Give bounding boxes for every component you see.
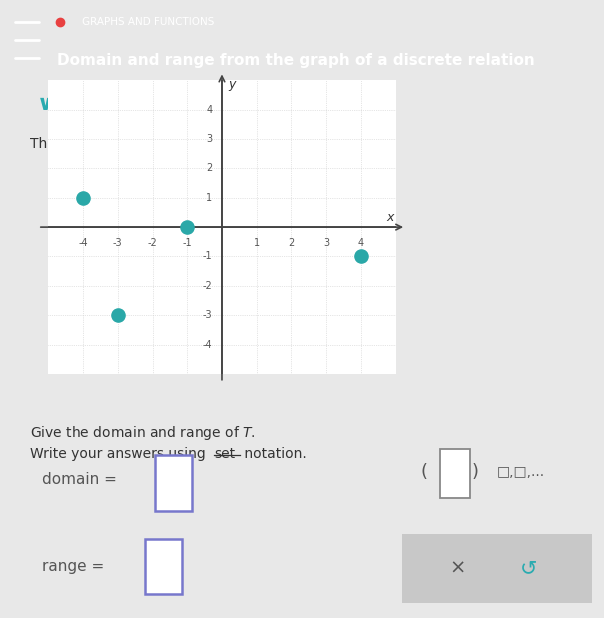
Text: is shown below.: is shown below.: [261, 137, 374, 151]
Text: GRAPHS AND FUNCTIONS: GRAPHS AND FUNCTIONS: [82, 17, 214, 27]
Text: -2: -2: [147, 239, 158, 248]
Text: x: x: [387, 211, 394, 224]
Text: relation: relation: [171, 137, 224, 151]
Text: y: y: [228, 78, 236, 91]
FancyBboxPatch shape: [402, 534, 592, 603]
Text: -3: -3: [202, 310, 212, 320]
FancyBboxPatch shape: [440, 449, 470, 497]
Text: -1: -1: [202, 252, 212, 261]
Text: Write your answers using: Write your answers using: [30, 447, 210, 461]
Text: ×: ×: [449, 559, 466, 578]
Text: Give the domain and range of $T$.: Give the domain and range of $T$.: [30, 425, 256, 442]
Text: -1: -1: [182, 239, 192, 248]
Point: [113, 310, 123, 320]
Text: (: (: [420, 462, 428, 481]
Text: 2: 2: [206, 163, 212, 174]
Point: [78, 193, 88, 203]
Text: $T$: $T$: [246, 137, 258, 151]
Text: ): ): [472, 462, 479, 481]
Text: -2: -2: [202, 281, 212, 291]
Text: domain =: domain =: [42, 472, 121, 487]
Text: range =: range =: [42, 559, 109, 574]
Point: [356, 252, 366, 261]
Text: Domain and range from the graph of a discrete relation: Domain and range from the graph of a dis…: [57, 53, 535, 68]
Point: [182, 222, 192, 232]
FancyBboxPatch shape: [155, 455, 192, 511]
Text: ↺: ↺: [519, 558, 537, 578]
FancyBboxPatch shape: [144, 539, 182, 595]
Text: -4: -4: [202, 339, 212, 350]
Text: 4: 4: [206, 104, 212, 115]
Text: □,□,...: □,□,...: [496, 465, 545, 478]
Text: 1: 1: [254, 239, 260, 248]
Text: ∨: ∨: [37, 94, 54, 114]
Text: set: set: [214, 447, 236, 461]
Text: 3: 3: [206, 134, 212, 144]
Text: -3: -3: [113, 239, 123, 248]
Text: 1: 1: [206, 193, 212, 203]
Text: 4: 4: [358, 239, 364, 248]
Text: -4: -4: [79, 239, 88, 248]
Text: 2: 2: [288, 239, 295, 248]
Text: The graph of the: The graph of the: [30, 137, 150, 151]
Text: notation.: notation.: [240, 447, 307, 461]
Text: 3: 3: [323, 239, 329, 248]
